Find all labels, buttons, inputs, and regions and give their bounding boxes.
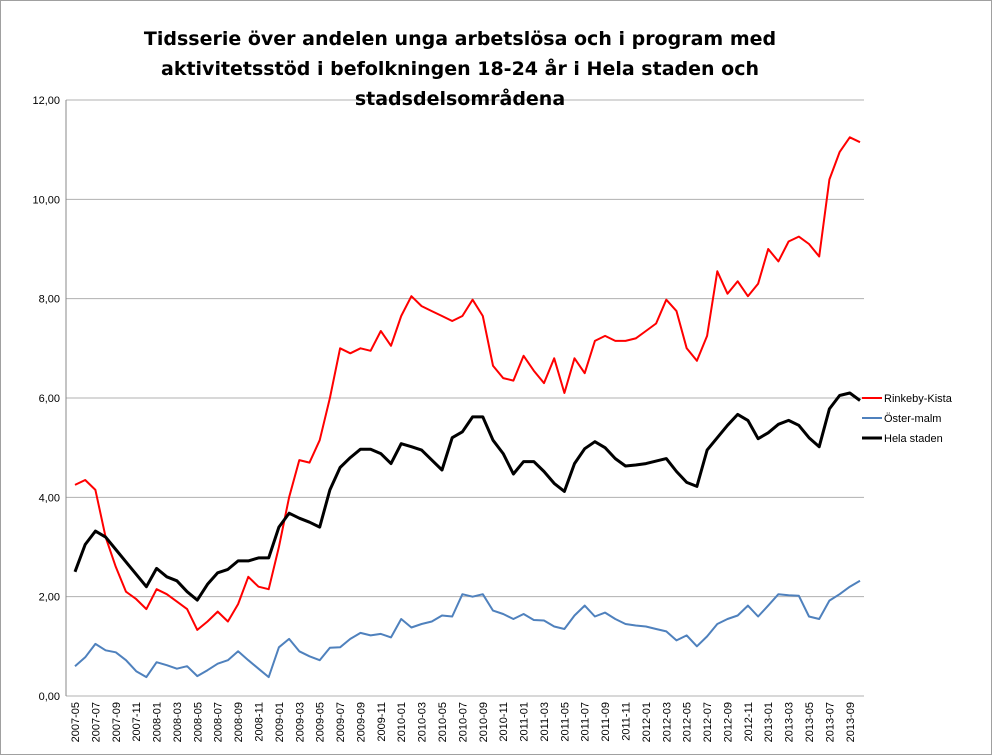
x-tick-label: 2013-07 [824,702,836,742]
y-tick-label: 6,00 [39,393,60,405]
x-tick-label: 2009-09 [355,702,367,742]
x-tick-label: 2010-09 [478,702,490,742]
x-tick-label: 2009-05 [315,702,327,742]
x-tick-label: 2010-07 [457,702,469,742]
x-tick-label: 2010-03 [417,702,429,742]
x-tick-label: 2012-07 [702,702,714,742]
x-tick-label: 2013-01 [763,702,775,742]
y-tick-label: 10,00 [32,194,60,206]
x-tick-label: 2008-09 [233,702,245,742]
x-tick-label: 2010-11 [498,702,510,742]
x-tick-label: 2013-09 [845,702,857,742]
x-tick-label: 2008-07 [213,702,225,742]
x-tick-label: 2009-07 [335,702,347,742]
y-tick-label: 0,00 [39,691,60,703]
x-tick-label: 2011-05 [559,702,571,742]
x-tick-label: 2010-01 [396,702,408,742]
y-tick-label: 4,00 [39,492,60,504]
x-tick-label: 2007-09 [111,702,123,742]
x-tick-label: 2012-01 [641,702,653,742]
legend-label: Öster-malm [884,413,941,425]
x-tick-label: 2012-03 [661,702,673,742]
legend-label: Hela staden [884,433,943,445]
y-tick-label: 8,00 [39,294,60,306]
x-tick-label: 2009-11 [376,702,388,742]
x-tick-label: 2013-05 [804,702,816,742]
x-tick-label: 2011-11 [621,702,633,741]
x-tick-label: 2011-03 [539,702,551,742]
x-tick-label: 2007-07 [90,702,102,742]
x-tick-label: 2008-05 [192,702,204,742]
x-tick-label: 2009-01 [274,702,286,742]
series-line [74,579,861,679]
chart-title: Tidsserie över andelen unga arbetslösa o… [143,28,777,110]
x-tick-label: 2012-09 [722,702,734,742]
x-tick-label: 2012-05 [682,702,694,742]
x-tick-label: 2012-11 [743,702,755,742]
x-tick-label: 2010-05 [437,702,449,742]
x-tick-label: 2008-03 [172,702,184,742]
series-line [73,391,861,602]
x-tick-label: 2011-09 [600,702,612,742]
legend-label: Rinkeby-Kista [884,393,953,405]
x-tick-label: 2007-05 [70,702,82,742]
x-tick-label: 2008-01 [152,702,164,742]
x-tick-label: 2008-11 [254,702,266,742]
x-tick-label: 2011-01 [519,702,531,742]
x-tick-label: 2013-03 [784,702,796,742]
x-tick-label: 2009-03 [294,702,306,742]
x-tick-label: 2011-07 [580,702,592,742]
x-tick-label: 2007-11 [131,702,143,742]
series-line [74,136,861,631]
y-tick-label: 2,00 [39,592,60,604]
y-tick-label: 12,00 [32,95,60,107]
